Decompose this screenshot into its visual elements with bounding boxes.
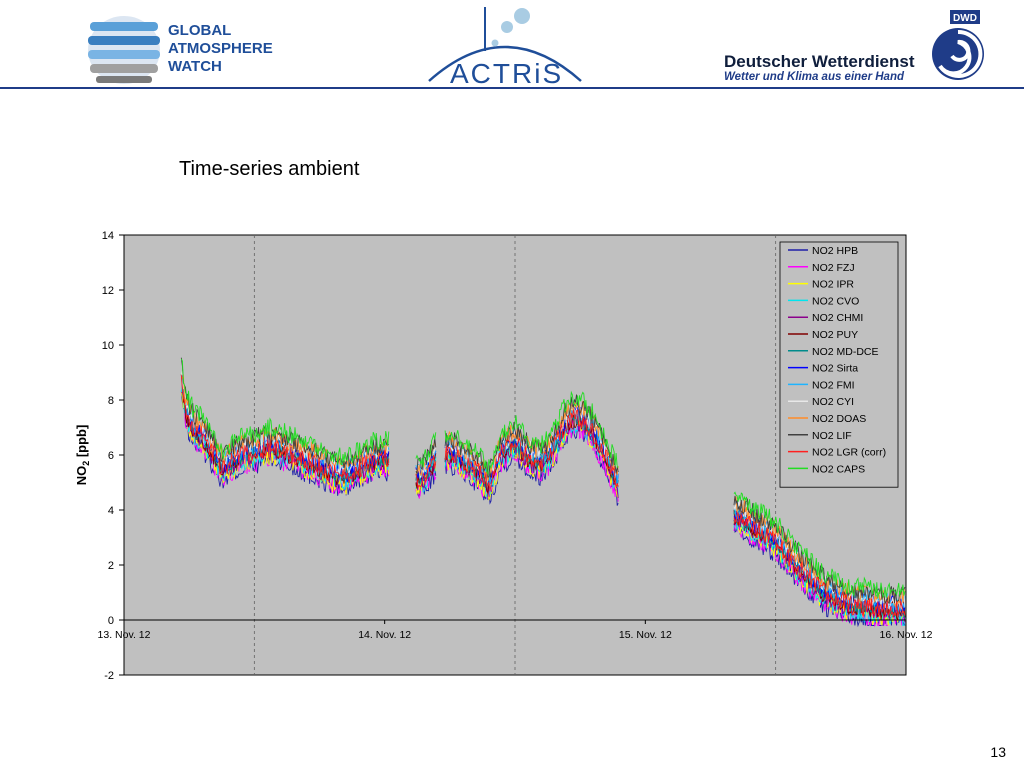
actris-logo [428, 7, 582, 82]
grid-layer [253, 235, 777, 675]
legend-label-5: NO2 PUY [812, 329, 858, 341]
legend-label-7: NO2 Sirta [812, 363, 858, 375]
legend-label-13: NO2 CAPS [812, 463, 865, 475]
page-number: 13 [990, 744, 1006, 760]
legend-label-0: NO2 HPB [812, 245, 858, 257]
series-line-no2-lgr-corr- [180, 374, 906, 618]
y-tick-label-1: 0 [108, 615, 114, 627]
x-tick-label-0: 13. Nov. 12 [98, 629, 151, 641]
y-tick-label-8: 14 [102, 230, 114, 242]
y-tick-label-4: 6 [108, 450, 114, 462]
legend-label-6: NO2 MD-DCE [812, 346, 879, 358]
y-axis-label: NO2 [ppb] [74, 425, 91, 486]
x-tick-label-2: 15. Nov. 12 [619, 629, 672, 641]
slide-title: Time-series ambient [179, 158, 360, 180]
global-atmosphere-watch-logo [88, 16, 160, 84]
series-layer [180, 357, 906, 628]
dwd-name: Deutscher Wetterdienst [724, 52, 915, 71]
gaw-line-2: ATMOSPHERE [168, 40, 273, 57]
gaw-line-3: WATCH [168, 58, 222, 75]
gaw-wordmark: GLOBAL ATMOSPHERE WATCH [168, 22, 273, 76]
x-tick-label-1: 14. Nov. 12 [358, 629, 411, 641]
legend-label-1: NO2 FZJ [812, 262, 855, 274]
legend-label-3: NO2 CVO [812, 295, 859, 307]
axis-layer: -2 0 2 4 6 8 10 12 14 13. Nov. 12 14. Nov. 12 15. N… [98, 230, 933, 682]
legend: NO2 HPB NO2 FZJ NO2 IPR NO2 CVO NO2 CHMI NO2 … [779, 241, 899, 488]
legend-label-9: NO2 CYI [812, 396, 854, 408]
legend-label-11: NO2 LIF [812, 430, 852, 442]
header-divider [0, 87, 1024, 89]
series-line-no2-doas [180, 374, 906, 608]
series-line-no2-lif [180, 357, 906, 605]
y-tick-label-3: 4 [108, 505, 114, 517]
gaw-line-1: GLOBAL [168, 22, 232, 39]
y-tick-label-5: 8 [108, 395, 114, 407]
dwd-tagline: Wetter und Klima aus einer Hand [724, 71, 904, 83]
dwd-logo: DWD [932, 10, 984, 80]
y-tick-label-0: -2 [104, 670, 114, 682]
y-tick-label-6: 10 [102, 340, 114, 352]
legend-label-2: NO2 IPR [812, 279, 854, 291]
x-tick-label-3: 16. Nov. 12 [880, 629, 933, 641]
actris-wordmark: ACTRiS [450, 58, 564, 89]
y-tick-label-7: 12 [102, 285, 114, 297]
y-axis-label-main: NO [74, 466, 89, 486]
series-line-no2-caps [180, 358, 906, 599]
no2-time-series-chart: -2 0 2 4 6 8 10 12 14 13. Nov. 12 14. Nov. 12 15. N… [74, 230, 933, 682]
dwd-badge-text: DWD [953, 13, 977, 24]
slide-header: GLOBAL ATMOSPHERE WATCH ACTRiS Deutscher… [0, 0, 1024, 92]
legend-label-8: NO2 FMI [812, 379, 855, 391]
y-tick-label-2: 2 [108, 560, 114, 572]
y-axis-label-sub: 2 [81, 461, 91, 466]
legend-label-4: NO2 CHMI [812, 312, 863, 324]
y-axis-label-unit: [ppb] [74, 425, 89, 461]
legend-label-10: NO2 DOAS [812, 413, 866, 425]
legend-label-12: NO2 LGR (corr) [812, 447, 886, 459]
